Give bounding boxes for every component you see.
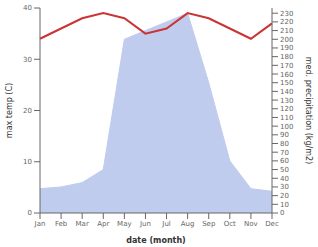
svg-text:20: 20 xyxy=(23,107,32,115)
svg-text:30: 30 xyxy=(23,56,32,64)
svg-text:200: 200 xyxy=(280,36,293,44)
svg-text:40: 40 xyxy=(280,175,289,183)
svg-text:110: 110 xyxy=(280,114,293,122)
svg-text:90: 90 xyxy=(280,131,289,139)
svg-text:Sep: Sep xyxy=(202,220,216,228)
svg-text:Jul: Jul xyxy=(161,220,171,228)
svg-text:220: 220 xyxy=(280,18,293,26)
svg-text:0: 0 xyxy=(28,209,32,217)
svg-text:210: 210 xyxy=(280,27,293,35)
svg-text:Aug: Aug xyxy=(181,220,195,228)
svg-text:Oct: Oct xyxy=(224,220,236,228)
svg-text:30: 30 xyxy=(280,183,289,191)
svg-text:10: 10 xyxy=(280,201,289,209)
svg-text:Feb: Feb xyxy=(55,220,68,228)
svg-text:70: 70 xyxy=(280,149,289,157)
svg-text:med. precipitation (kg/m2): med. precipitation (kg/m2) xyxy=(304,57,310,164)
svg-text:Jan: Jan xyxy=(34,220,46,228)
svg-text:100: 100 xyxy=(280,123,293,131)
svg-text:130: 130 xyxy=(280,97,293,105)
svg-text:Mar: Mar xyxy=(76,220,89,228)
svg-text:Apr: Apr xyxy=(97,220,109,228)
svg-text:150: 150 xyxy=(280,79,293,87)
svg-text:50: 50 xyxy=(280,166,289,174)
svg-text:80: 80 xyxy=(280,140,289,148)
svg-text:180: 180 xyxy=(280,53,293,61)
svg-text:190: 190 xyxy=(280,44,293,52)
svg-text:10: 10 xyxy=(23,158,32,166)
svg-text:Dec: Dec xyxy=(265,220,279,228)
svg-text:max temp (C): max temp (C) xyxy=(8,83,14,138)
svg-text:230: 230 xyxy=(280,10,293,18)
svg-text:Jun: Jun xyxy=(139,220,151,228)
svg-text:0: 0 xyxy=(280,209,284,217)
svg-text:160: 160 xyxy=(280,71,293,79)
svg-text:60: 60 xyxy=(280,157,289,165)
svg-text:120: 120 xyxy=(280,105,293,113)
svg-text:140: 140 xyxy=(280,88,293,96)
svg-text:May: May xyxy=(117,220,131,228)
svg-text:40: 40 xyxy=(23,4,32,12)
svg-text:170: 170 xyxy=(280,62,293,70)
svg-text:date (month): date (month) xyxy=(126,236,186,245)
svg-text:20: 20 xyxy=(280,192,289,200)
svg-text:Nov: Nov xyxy=(244,220,258,228)
